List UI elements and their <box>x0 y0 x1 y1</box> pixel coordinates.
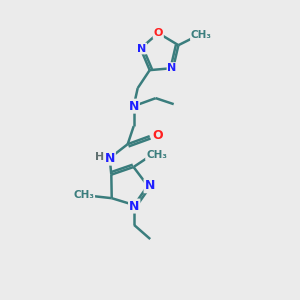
Text: N: N <box>137 44 146 53</box>
Text: CH₃: CH₃ <box>191 30 212 40</box>
Text: N: N <box>128 100 139 112</box>
Text: CH₃: CH₃ <box>73 190 94 200</box>
Text: CH₃: CH₃ <box>146 150 167 160</box>
Text: O: O <box>152 129 163 142</box>
Text: N: N <box>104 152 115 165</box>
Text: N: N <box>145 179 155 192</box>
Text: N: N <box>129 200 140 213</box>
Text: O: O <box>154 28 163 38</box>
Text: H: H <box>95 152 104 162</box>
Text: N: N <box>167 63 177 73</box>
